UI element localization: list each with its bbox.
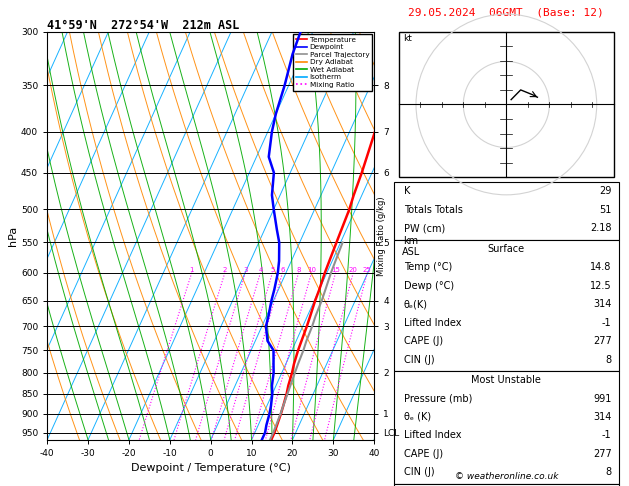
Text: 5: 5 — [270, 267, 275, 273]
Text: 14.8: 14.8 — [590, 262, 611, 272]
Text: 277: 277 — [593, 336, 611, 346]
Text: 8: 8 — [605, 355, 611, 364]
Text: © weatheronline.co.uk: © weatheronline.co.uk — [455, 472, 558, 481]
Bar — [399, 32, 614, 177]
Text: 8: 8 — [296, 267, 301, 273]
Text: 991: 991 — [593, 394, 611, 403]
Text: 1: 1 — [189, 267, 194, 273]
Text: Most Unstable: Most Unstable — [471, 375, 542, 385]
Text: θₑ (K): θₑ (K) — [404, 412, 431, 422]
Text: 29: 29 — [599, 187, 611, 196]
Text: 2.18: 2.18 — [590, 224, 611, 233]
Bar — [394, 484, 619, 486]
Text: 3: 3 — [243, 267, 248, 273]
Text: 277: 277 — [593, 449, 611, 459]
Text: -1: -1 — [602, 431, 611, 440]
Text: 8: 8 — [605, 468, 611, 477]
Text: 4: 4 — [259, 267, 263, 273]
Text: Temp (°C): Temp (°C) — [404, 262, 452, 272]
Text: CIN (J): CIN (J) — [404, 468, 434, 477]
Text: Totals Totals: Totals Totals — [404, 205, 462, 215]
Text: CAPE (J): CAPE (J) — [404, 336, 443, 346]
Text: PW (cm): PW (cm) — [404, 224, 445, 233]
Text: Lifted Index: Lifted Index — [404, 431, 461, 440]
Text: 314: 314 — [593, 412, 611, 422]
Text: Dewp (°C): Dewp (°C) — [404, 281, 454, 291]
X-axis label: Dewpoint / Temperature (°C): Dewpoint / Temperature (°C) — [131, 464, 291, 473]
Bar — [394, 182, 619, 240]
Text: 2: 2 — [223, 267, 227, 273]
Text: K: K — [404, 187, 410, 196]
Text: 25: 25 — [363, 267, 372, 273]
Text: 12.5: 12.5 — [590, 281, 611, 291]
Text: 314: 314 — [593, 299, 611, 309]
Text: 6: 6 — [280, 267, 285, 273]
Text: 10: 10 — [307, 267, 316, 273]
Text: Mixing Ratio (g/kg): Mixing Ratio (g/kg) — [377, 196, 386, 276]
Bar — [394, 240, 619, 371]
Text: Pressure (mb): Pressure (mb) — [404, 394, 472, 403]
Text: 15: 15 — [331, 267, 340, 273]
Text: 20: 20 — [349, 267, 358, 273]
Y-axis label: km
ASL: km ASL — [401, 236, 420, 257]
Legend: Temperature, Dewpoint, Parcel Trajectory, Dry Adiabat, Wet Adiabat, Isotherm, Mi: Temperature, Dewpoint, Parcel Trajectory… — [293, 34, 372, 90]
Text: Lifted Index: Lifted Index — [404, 318, 461, 328]
Text: Surface: Surface — [487, 244, 525, 254]
Bar — [394, 371, 619, 484]
Text: 51: 51 — [599, 205, 611, 215]
Y-axis label: hPa: hPa — [8, 226, 18, 246]
Text: 29.05.2024  06GMT  (Base: 12): 29.05.2024 06GMT (Base: 12) — [408, 7, 604, 17]
Text: kt: kt — [404, 34, 413, 43]
Text: CIN (J): CIN (J) — [404, 355, 434, 364]
Text: CAPE (J): CAPE (J) — [404, 449, 443, 459]
Text: 41°59'N  272°54'W  212m ASL: 41°59'N 272°54'W 212m ASL — [47, 18, 240, 32]
Text: -1: -1 — [602, 318, 611, 328]
Text: θₑ(K): θₑ(K) — [404, 299, 428, 309]
